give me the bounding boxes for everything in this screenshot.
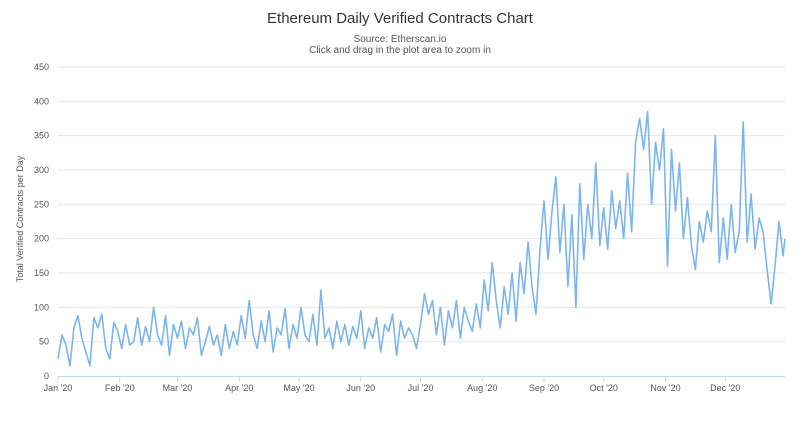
y-tick-label: 250	[34, 199, 49, 209]
y-tick-label: 300	[34, 165, 49, 175]
chart-zoom-hint: Click and drag in the plot area to zoom …	[309, 45, 491, 56]
x-tick-label: Feb '20	[105, 383, 135, 393]
grid-lines	[58, 66, 785, 343]
chart-title: Ethereum Daily Verified Contracts Chart	[267, 10, 533, 27]
x-tick-label: Mar '20	[163, 383, 193, 393]
y-tick-label: 350	[34, 131, 49, 141]
x-tick-label: Jan '20	[44, 383, 73, 393]
series-line[interactable]	[57, 110, 786, 367]
y-tick-label: 50	[39, 337, 49, 347]
y-axis: 0 50 100 150 200 250 300 350 400 450	[34, 62, 49, 381]
y-tick-label: 150	[34, 268, 49, 278]
chart-subtitle: Source: Etherscan.io	[353, 34, 447, 45]
x-tick-label: Jun '20	[346, 383, 375, 393]
x-tick-label: Sep '20	[529, 383, 559, 393]
series-layer	[57, 110, 786, 367]
y-axis-label: Total Verified Contracts per Day	[15, 155, 25, 282]
x-tick-label: Jul '20	[408, 383, 434, 393]
y-tick-label: 450	[34, 62, 49, 72]
x-tick-label: Nov '20	[650, 383, 680, 393]
x-tick-label: Apr '20	[225, 383, 253, 393]
x-axis: Jan '20 Feb '20 Mar '20 Apr '20 May '20 Jun '…	[44, 376, 785, 393]
y-tick-label: 100	[34, 302, 49, 312]
y-tick-label: 0	[44, 371, 49, 381]
y-tick-label: 200	[34, 234, 49, 244]
x-tick-label: May '20	[283, 383, 314, 393]
x-tick-label: Dec '20	[710, 383, 740, 393]
y-tick-label: 400	[34, 96, 49, 106]
x-tick-label: Aug '20	[467, 383, 497, 393]
x-tick-label: Oct '20	[590, 383, 618, 393]
